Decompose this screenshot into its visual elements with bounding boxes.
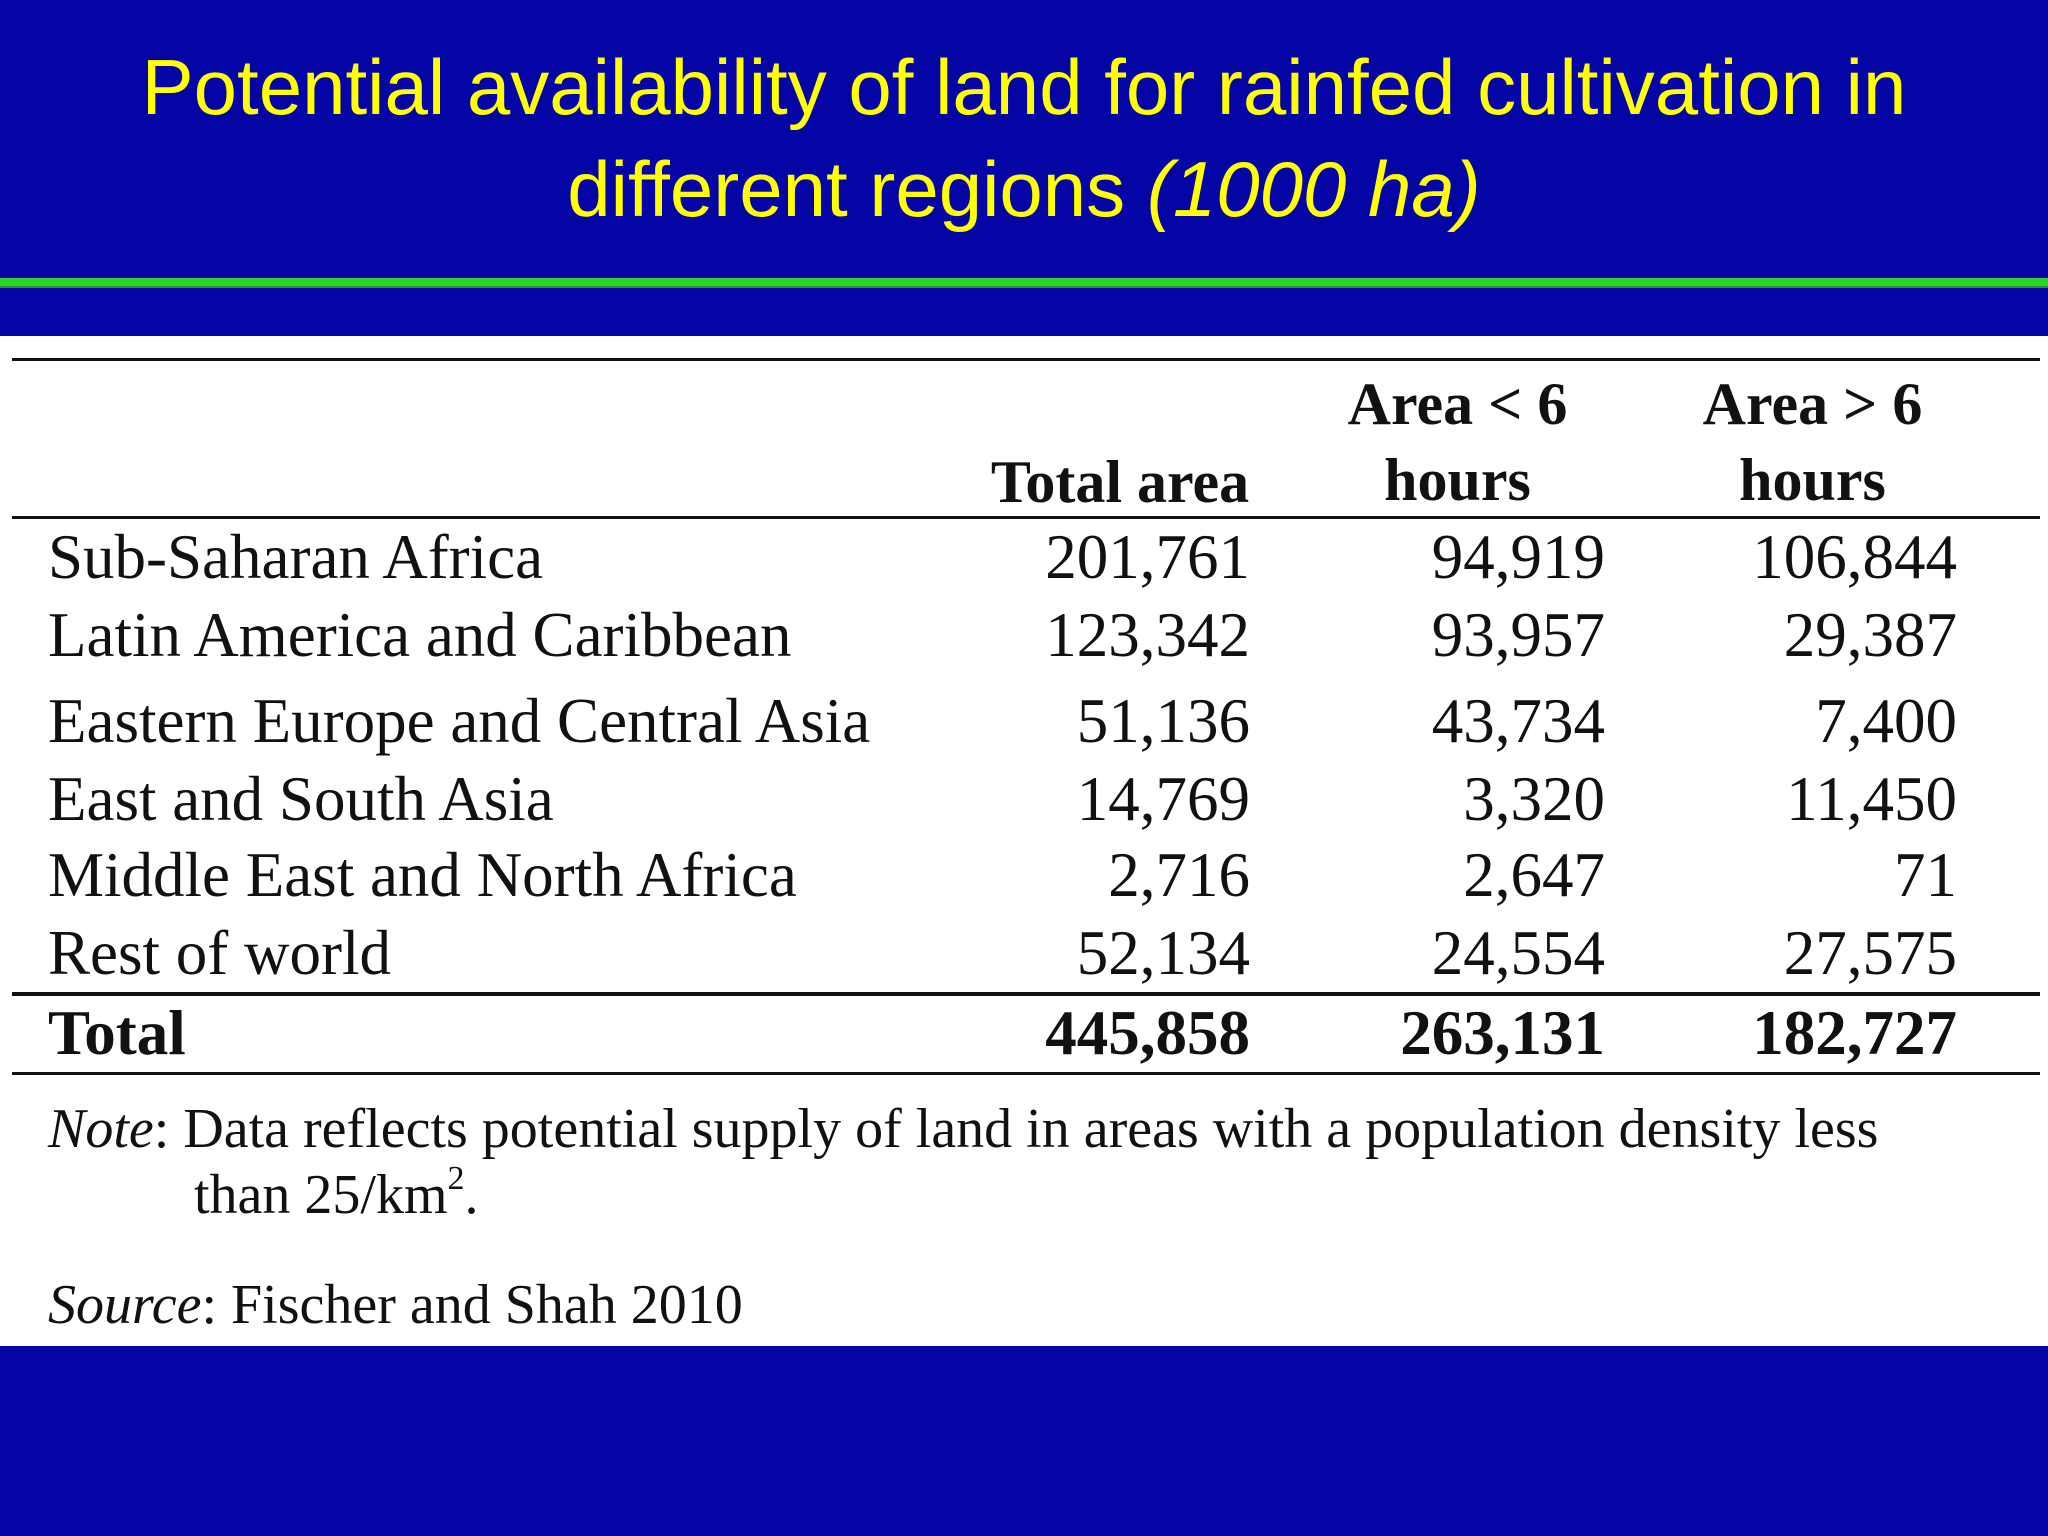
table-cell-gt6: 106,844: [1752, 522, 1957, 592]
header-area-gt6-line1: Area > 6: [1702, 371, 1923, 437]
table-cell-total: 2,716: [1108, 840, 1250, 910]
note-text-line2-suffix: .: [464, 1164, 479, 1226]
header-total-area: Total area: [990, 449, 1250, 515]
slide-title-line2-text: different regions: [567, 145, 1126, 233]
table-cell-lt6: 94,919: [1431, 522, 1605, 592]
table-header-rule: [12, 516, 2040, 519]
table-row-region: Sub-Saharan Africa: [48, 522, 544, 592]
slide-title-line2: different regions (1000 ha): [0, 138, 2048, 240]
table-cell-lt6: 2,647: [1463, 840, 1605, 910]
table-source: Source: Fischer and Shah 2010: [48, 1272, 743, 1338]
table-bottom-rule: [12, 1072, 2040, 1075]
table-cell-total: 52,134: [1076, 918, 1250, 988]
table-note-line2: than 25/km2.: [194, 1162, 479, 1228]
table-row-region: Eastern Europe and Central Asia: [48, 686, 871, 756]
table-cell-lt6: 43,734: [1431, 686, 1605, 756]
source-text: : Fischer and Shah 2010: [201, 1274, 743, 1336]
title-divider: [0, 278, 2048, 288]
slide-title-unit: (1000 ha): [1146, 145, 1481, 233]
table-top-rule: [12, 358, 2040, 361]
table-cell-gt6: 29,387: [1783, 600, 1957, 670]
table-note: Note: Data reflects potential supply of …: [48, 1096, 1878, 1162]
header-area-gt6: Area > 6 hours: [1635, 366, 1990, 518]
table-row-region: East and South Asia: [48, 764, 554, 834]
note-label: Note: [48, 1098, 154, 1160]
table-cell-gt6: 71: [1894, 840, 1957, 910]
table-panel: Total area Area < 6 hours Area > 6 hours…: [0, 336, 2048, 1346]
table-total-lt6: 263,131: [1400, 998, 1605, 1068]
table-cell-lt6: 24,554: [1431, 918, 1605, 988]
slide-title-line1: Potential availability of land for rainf…: [141, 43, 1907, 131]
note-text-line1: : Data reflects potential supply of land…: [153, 1098, 1879, 1160]
table-cell-lt6: 93,957: [1431, 600, 1605, 670]
slide-title: Potential availability of land for rainf…: [0, 36, 2048, 240]
header-area-lt6-line2: hours: [1384, 447, 1531, 513]
table-row-region: Rest of world: [48, 918, 391, 988]
header-area-lt6-line1: Area < 6: [1347, 371, 1568, 437]
table-total-top-rule: [12, 992, 2040, 996]
header-area-gt6-line2: hours: [1739, 447, 1886, 513]
table-cell-gt6: 7,400: [1815, 686, 1957, 756]
table-cell-total: 51,136: [1076, 686, 1250, 756]
source-label: Source: [48, 1274, 202, 1336]
table-cell-total: 201,761: [1045, 522, 1250, 592]
table-total-label: Total: [48, 998, 186, 1068]
table-total-gt6: 182,727: [1752, 998, 1957, 1068]
table-cell-total: 123,342: [1045, 600, 1250, 670]
table-row-region: Middle East and North Africa: [48, 840, 797, 910]
table-cell-gt6: 27,575: [1783, 918, 1957, 988]
header-area-lt6: Area < 6 hours: [1280, 366, 1635, 518]
note-text-line2: than 25/km: [194, 1164, 448, 1226]
table-cell-gt6: 11,450: [1786, 764, 1957, 834]
table-cell-lt6: 3,320: [1463, 764, 1605, 834]
table-row-region: Latin America and Caribbean: [48, 600, 792, 670]
note-superscript: 2: [447, 1160, 465, 1197]
table-total-total: 445,858: [1045, 998, 1250, 1068]
table-cell-total: 14,769: [1076, 764, 1250, 834]
